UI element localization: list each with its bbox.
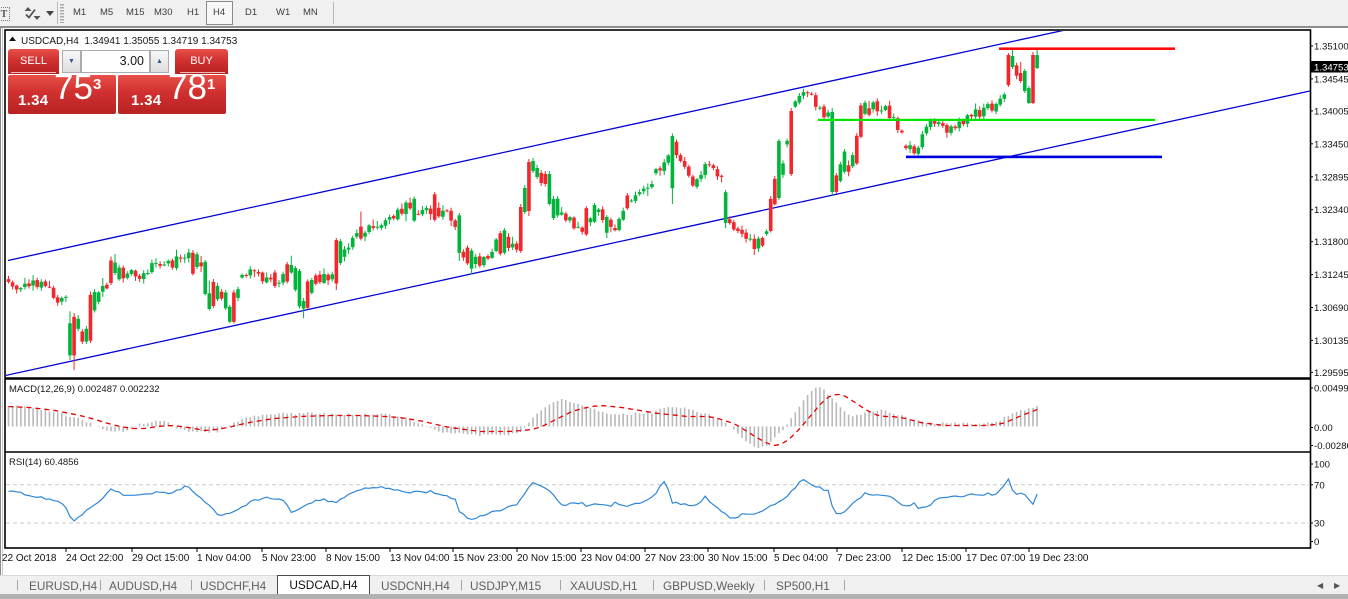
svg-text:29 Oct 15:00: 29 Oct 15:00 [132, 553, 190, 564]
svg-text:17 Dec 07:00: 17 Dec 07:00 [966, 553, 1026, 564]
svg-text:USDCAD,H4 1.34941 1.35055 1.3: USDCAD,H4 1.34941 1.35055 1.34719 1.3475… [21, 36, 238, 47]
svg-text:19 Dec 23:00: 19 Dec 23:00 [1029, 553, 1089, 564]
svg-text:24 Oct 22:00: 24 Oct 22:00 [66, 553, 124, 564]
svg-text:1 Nov 04:00: 1 Nov 04:00 [197, 553, 251, 564]
svg-text:RSI(14) 60.4856: RSI(14) 60.4856 [9, 457, 79, 468]
svg-text:7 Dec 23:00: 7 Dec 23:00 [837, 553, 891, 564]
svg-text:70: 70 [1314, 480, 1325, 491]
svg-text:100: 100 [1314, 460, 1330, 471]
svg-text:12 Dec 15:00: 12 Dec 15:00 [902, 553, 962, 564]
svg-text:1.30135: 1.30135 [1314, 336, 1348, 347]
svg-text:1.29595: 1.29595 [1314, 368, 1348, 379]
svg-text:0.004995: 0.004995 [1314, 384, 1348, 395]
svg-text:-0.00286: -0.00286 [1314, 441, 1348, 452]
svg-text:5 Nov 23:00: 5 Nov 23:00 [262, 553, 316, 564]
svg-text:1.34005: 1.34005 [1314, 106, 1348, 117]
svg-text:8 Nov 15:00: 8 Nov 15:00 [326, 553, 380, 564]
svg-text:15 Nov 23:00: 15 Nov 23:00 [453, 553, 513, 564]
svg-text:1.31800: 1.31800 [1314, 237, 1348, 248]
svg-text:0.00: 0.00 [1314, 423, 1333, 434]
svg-text:1.30690: 1.30690 [1314, 303, 1348, 314]
svg-text:23 Nov 04:00: 23 Nov 04:00 [581, 553, 641, 564]
svg-text:1.31245: 1.31245 [1314, 270, 1348, 281]
svg-text:27 Nov 23:00: 27 Nov 23:00 [645, 553, 705, 564]
svg-text:1.33450: 1.33450 [1314, 139, 1348, 150]
svg-text:MACD(12,26,9) 0.002487 0.00223: MACD(12,26,9) 0.002487 0.002232 [9, 384, 160, 395]
svg-text:30 Nov 15:00: 30 Nov 15:00 [708, 553, 768, 564]
svg-text:20 Nov 15:00: 20 Nov 15:00 [517, 553, 577, 564]
svg-text:1.32895: 1.32895 [1314, 172, 1348, 183]
svg-text:1.35100: 1.35100 [1314, 42, 1348, 53]
svg-text:1.34753: 1.34753 [1314, 63, 1348, 74]
svg-text:1.34545: 1.34545 [1314, 74, 1348, 85]
svg-text:1.32340: 1.32340 [1314, 205, 1348, 216]
svg-text:0: 0 [1314, 537, 1319, 548]
svg-text:22 Oct 2018: 22 Oct 2018 [2, 553, 57, 564]
svg-text:13 Nov 04:00: 13 Nov 04:00 [390, 553, 450, 564]
svg-text:30: 30 [1314, 519, 1325, 530]
svg-text:5 Dec 04:00: 5 Dec 04:00 [774, 553, 828, 564]
